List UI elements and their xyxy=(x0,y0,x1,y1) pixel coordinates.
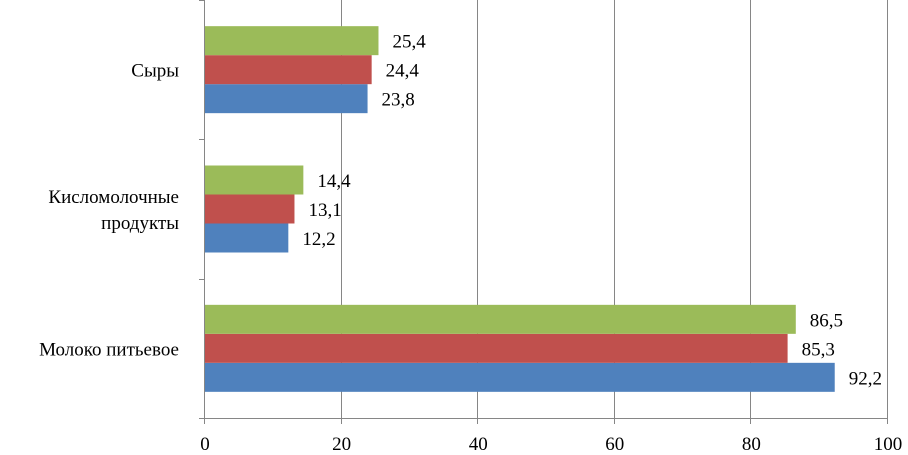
bar xyxy=(205,165,304,195)
bar xyxy=(205,333,788,363)
data-label: 23,8 xyxy=(382,90,415,111)
data-label: 92,2 xyxy=(849,368,882,389)
x-axis-ticks: 0 20 40 60 80 100 xyxy=(200,434,902,455)
bars xyxy=(205,26,835,392)
category-label: Сыры xyxy=(131,61,179,82)
category-label: Кисломолочные xyxy=(48,187,179,208)
x-tick-label: 0 xyxy=(200,434,210,455)
data-label: 24,4 xyxy=(386,61,420,82)
bar xyxy=(205,84,368,114)
data-label: 13,1 xyxy=(308,200,341,221)
bar xyxy=(205,304,796,334)
data-label: 85,3 xyxy=(802,339,835,360)
data-label: 25,4 xyxy=(392,32,426,53)
data-label: 86,5 xyxy=(810,310,843,331)
x-tick-label: 20 xyxy=(332,434,351,455)
x-tick-label: 60 xyxy=(605,434,624,455)
data-labels: 23,8 24,4 25,4 12,2 13,1 14,4 92,2 85,3 86,5 xyxy=(302,32,882,390)
x-tick-label: 40 xyxy=(469,434,488,455)
bar xyxy=(205,362,835,392)
category-label: продукты xyxy=(101,213,179,234)
bar xyxy=(205,26,379,56)
bar xyxy=(205,194,295,224)
category-labels: Сыры Кисломолочные продукты Молоко питьевое xyxy=(39,61,179,361)
category-label: Молоко питьевое xyxy=(39,339,179,360)
data-label: 14,4 xyxy=(317,171,351,192)
x-tick-label: 80 xyxy=(742,434,761,455)
axes xyxy=(199,0,888,424)
x-tick-label: 100 xyxy=(874,434,903,455)
bar xyxy=(205,55,372,85)
bar xyxy=(205,223,289,253)
data-label: 12,2 xyxy=(302,229,335,250)
